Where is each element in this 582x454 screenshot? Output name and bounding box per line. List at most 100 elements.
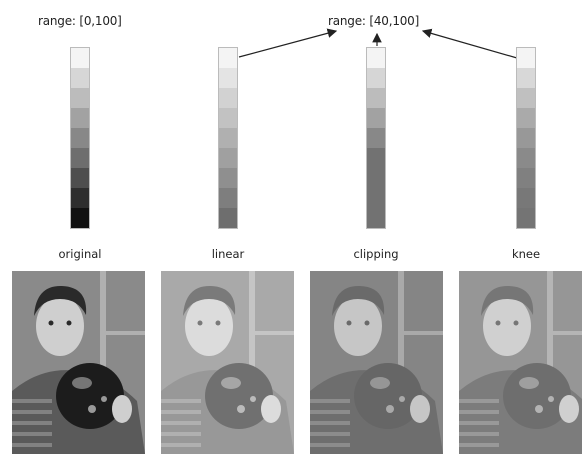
shirt-stripe: [12, 421, 52, 425]
shirt-stripe: [12, 410, 52, 414]
window-frame: [553, 331, 582, 335]
eye: [495, 320, 501, 326]
hair: [183, 285, 236, 316]
ball-highlight: [221, 377, 241, 389]
arrow-knee: [421, 28, 518, 59]
shirt-stripe: [12, 443, 52, 447]
ramp-step: [367, 208, 385, 228]
shirt-stripe: [310, 443, 350, 447]
hair: [34, 285, 87, 316]
ramp-step: [219, 88, 237, 108]
ramp-step: [71, 188, 89, 208]
ramp-step: [71, 68, 89, 88]
hair: [332, 285, 385, 316]
photo-clipping: [310, 271, 443, 454]
ramp-step: [517, 148, 535, 168]
ball-spot: [535, 405, 543, 413]
window-frame: [106, 331, 145, 335]
ramp-step: [71, 168, 89, 188]
mapping-arrows: [238, 28, 518, 59]
ramp-step: [219, 168, 237, 188]
shirt-stripe: [459, 399, 499, 403]
ramp-step: [367, 128, 385, 148]
shirt-stripe: [459, 443, 499, 447]
ramp-step: [367, 108, 385, 128]
window-frame: [249, 271, 255, 454]
arrow-linear: [238, 28, 338, 58]
window-frame: [255, 331, 294, 335]
hair: [481, 285, 534, 316]
ball: [205, 363, 273, 429]
hand: [261, 395, 281, 423]
photo-knee: [459, 271, 582, 454]
shirt-stripe: [161, 443, 201, 447]
ramp-step: [71, 128, 89, 148]
face: [334, 296, 382, 356]
shirt-stripe: [459, 432, 499, 436]
window-frame: [404, 331, 443, 335]
shirt-stripe: [310, 410, 350, 414]
ramp-step: [71, 148, 89, 168]
window-frame: [100, 271, 106, 454]
eye: [513, 320, 519, 326]
ramp-step: [517, 188, 535, 208]
ramp-step: [367, 168, 385, 188]
range-label-original: range: [0,100]: [38, 14, 122, 28]
window-frame: [547, 271, 553, 454]
ramp-step: [517, 168, 535, 188]
ball-highlight: [72, 377, 92, 389]
shirt-stripe: [310, 421, 350, 425]
ball-highlight: [519, 377, 539, 389]
eye: [197, 320, 203, 326]
shirt-stripe: [310, 399, 350, 403]
ramp-step: [367, 148, 385, 168]
ramp-step: [219, 188, 237, 208]
eye: [48, 320, 54, 326]
column-label-clipping: clipping: [353, 247, 399, 261]
ball-spot: [548, 396, 554, 402]
ramp-step: [219, 68, 237, 88]
face: [185, 296, 233, 356]
gray-ramp-clipping: [366, 47, 386, 229]
ramp-step: [517, 68, 535, 88]
ball-spot: [386, 405, 394, 413]
face: [483, 296, 531, 356]
ramp-step: [71, 48, 89, 68]
ramp-step: [71, 108, 89, 128]
eye: [215, 320, 221, 326]
photo-original: [12, 271, 145, 454]
ramp-step: [219, 148, 237, 168]
ball: [503, 363, 571, 429]
eye: [66, 320, 72, 326]
ramp-step: [517, 88, 535, 108]
photo-linear: [161, 271, 294, 454]
ramp-step: [367, 48, 385, 68]
column-label-linear: linear: [211, 247, 245, 261]
shirt-stripe: [459, 410, 499, 414]
ramp-step: [517, 48, 535, 68]
ball: [56, 363, 124, 429]
ramp-step: [219, 128, 237, 148]
shirt-stripe: [161, 410, 201, 414]
gray-ramp-linear: [218, 47, 238, 229]
ramp-step: [219, 48, 237, 68]
ramp-step: [367, 88, 385, 108]
ramp-step: [517, 128, 535, 148]
hand: [112, 395, 132, 423]
shirt-stripe: [161, 432, 201, 436]
column-label-original: original: [58, 247, 102, 261]
range-label-mapped: range: [40,100]: [328, 14, 420, 28]
hand: [559, 395, 579, 423]
shirt-stripe: [459, 421, 499, 425]
face: [36, 296, 84, 356]
ball-spot: [237, 405, 245, 413]
ramp-step: [71, 88, 89, 108]
shirt-stripe: [161, 399, 201, 403]
ramp-step: [367, 188, 385, 208]
ball: [354, 363, 422, 429]
ramp-step: [517, 108, 535, 128]
hand: [410, 395, 430, 423]
eye: [346, 320, 352, 326]
ramp-step: [517, 208, 535, 228]
window-frame: [398, 271, 404, 454]
